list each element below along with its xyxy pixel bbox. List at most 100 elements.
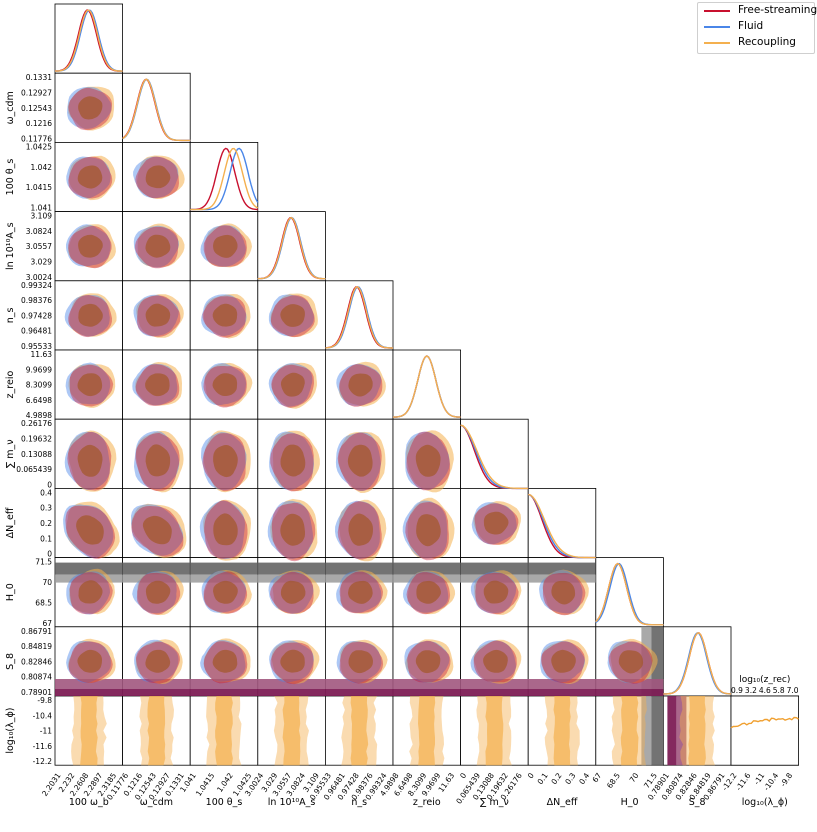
y-tick-label: 70 — [42, 578, 52, 587]
y-tick-label: 0.4 — [40, 488, 52, 497]
marginal-line — [190, 147, 258, 211]
legend-entry: Free-streaming — [698, 3, 817, 19]
contour-1sigma — [212, 373, 238, 396]
contour-1sigma — [212, 303, 238, 327]
y-tick-label: -10.4 — [33, 711, 53, 720]
y-tick-label: 0.86791 — [21, 627, 52, 636]
contour-1sigma — [145, 580, 171, 604]
y-tick-label: 0.80874 — [21, 673, 52, 682]
marginal-line — [663, 632, 732, 695]
x-axis-label: log₁₀(λ_ϕ) — [742, 797, 788, 808]
x-axis-label: ∑ m_ν — [480, 797, 509, 808]
contour-1sigma — [77, 444, 103, 477]
x-tick-label: 0.2 — [549, 771, 563, 786]
legend-entry: Recoupling — [698, 35, 814, 51]
x-tick-label: 0.4 — [577, 771, 591, 786]
y-tick-label: 4.9898 — [26, 411, 52, 420]
s8-band-1sigma — [55, 679, 664, 689]
x-tick-label: -11.6 — [734, 771, 753, 792]
top-axis-label: log₁₀(z_rec) — [739, 675, 790, 685]
lambda-1sigma — [350, 696, 369, 766]
contour-1sigma — [77, 373, 103, 397]
s8-band-2sigma — [55, 689, 664, 696]
contour-1sigma — [145, 165, 171, 189]
panel-frame — [257, 211, 326, 282]
x-tick-label: 70 — [628, 771, 641, 784]
panel-frame — [460, 418, 529, 489]
y-tick-label: 0.3 — [40, 504, 52, 513]
x-tick-label: -10.4 — [762, 771, 781, 792]
x-tick-label: -9.8 — [778, 771, 794, 788]
legend: Free-streaming Fluid Recoupling — [697, 2, 817, 54]
x-tick-label: 67 — [591, 771, 604, 784]
top-tick-label: 5.8 — [773, 686, 785, 695]
x-axis-label: n_s — [351, 797, 367, 808]
y-tick-label: 0.12927 — [21, 89, 52, 98]
h0-band-vertical — [641, 696, 652, 766]
y-tick-label: 0.13088 — [21, 450, 52, 459]
extra-panel-frame — [730, 695, 799, 766]
contour-1sigma — [213, 513, 238, 546]
y-tick-label: 0.12543 — [21, 104, 52, 113]
x-tick-label: 0 — [526, 771, 536, 780]
y-tick-label: 6.6498 — [26, 396, 52, 405]
y-tick-label: 0.1331 — [26, 73, 52, 82]
h0-band-1sigma — [55, 574, 596, 583]
contour-1sigma — [212, 649, 238, 673]
y-tick-label: 1.0415 — [26, 183, 52, 192]
top-tick-label: 0.9 — [731, 686, 743, 695]
lambda-1sigma — [147, 696, 166, 766]
lambda-1sigma — [282, 696, 301, 766]
contour-1sigma — [483, 649, 508, 673]
legend-line-recoupling — [704, 42, 730, 44]
y-tick-label: 67 — [42, 619, 52, 628]
top-tick-label: 4.6 — [759, 686, 771, 695]
x-tick-label: 0.3 — [563, 771, 577, 786]
y-tick-label: 3.029 — [31, 258, 53, 267]
y-tick-label: 1.042 — [31, 163, 53, 172]
contour-1sigma — [348, 373, 373, 397]
y-tick-label: 3.109 — [31, 212, 53, 221]
legend-line-free-streaming — [704, 10, 730, 12]
h0-band-vertical — [651, 696, 664, 766]
panel-frame — [663, 626, 732, 697]
y-axis-label: log₁₀(λ_ϕ) — [5, 708, 16, 754]
y-tick-label: 0.11776 — [21, 134, 52, 143]
y-tick-label: 0.26176 — [21, 419, 52, 428]
y-tick-label: 0.98376 — [21, 296, 52, 305]
x-tick-label: 0 — [458, 771, 468, 780]
y-axis-label: H_0 — [5, 583, 16, 601]
y-tick-label: 3.0824 — [26, 227, 52, 236]
contour-1sigma — [77, 649, 102, 673]
y-tick-label: 3.0024 — [26, 273, 52, 282]
contour-1sigma — [145, 373, 170, 397]
legend-label: Free-streaming — [738, 4, 817, 16]
contour-1sigma — [76, 515, 104, 545]
contour-1sigma — [78, 234, 103, 258]
contour-1sigma — [348, 580, 373, 604]
contour-1sigma — [416, 514, 441, 547]
y-tick-label: 0.96481 — [21, 327, 52, 336]
lambda-1sigma — [418, 696, 436, 766]
contour-1sigma — [78, 580, 103, 604]
panel-frame — [527, 487, 597, 558]
y-tick-label: 1.041 — [31, 204, 53, 213]
marginal-line — [190, 147, 259, 211]
contour-1sigma — [483, 580, 509, 604]
lambda-1sigma — [485, 696, 504, 766]
s8-band-vertical — [676, 696, 687, 766]
lambda-1sigma — [80, 696, 98, 766]
y-tick-label: -11 — [40, 727, 52, 736]
y-tick-label: 0.84819 — [21, 642, 52, 651]
marginal-line — [595, 562, 664, 626]
contour-1sigma — [145, 444, 171, 477]
s8-band-vertical — [667, 696, 677, 766]
x-axis-label: 100 θ_s — [206, 797, 243, 808]
x-axis-label: 100 ω_b — [69, 797, 109, 808]
contour-1sigma — [415, 650, 441, 674]
legend-label: Fluid — [738, 20, 764, 32]
y-axis-label: ln 10¹⁰A_s — [5, 222, 16, 270]
top-tick-label: 7.0 — [787, 686, 799, 695]
x-axis-label: H_0 — [621, 797, 639, 808]
contour-1sigma — [551, 580, 576, 605]
